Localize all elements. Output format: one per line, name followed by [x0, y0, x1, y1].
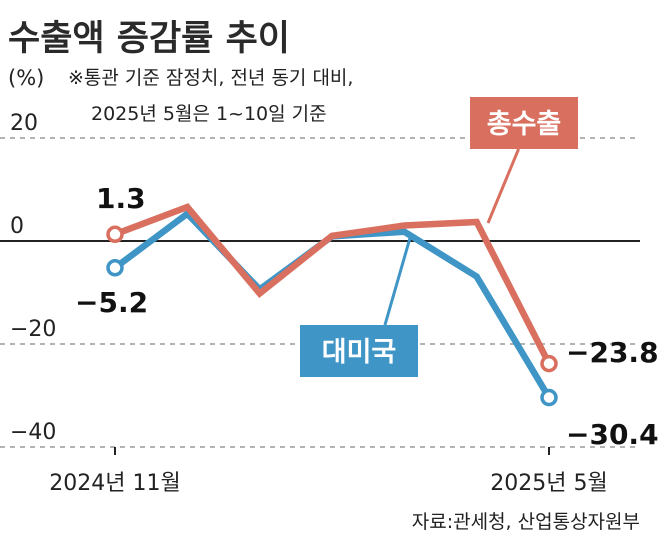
source-note: 자료:관세청, 산업통상자원부: [412, 511, 640, 533]
y-tick-label: 0: [10, 214, 24, 239]
endpoint-marker: [106, 225, 124, 244]
data-label: −5.2: [75, 286, 148, 319]
data-label: −30.4: [566, 418, 658, 451]
legend-total-box: [470, 97, 578, 149]
note-line-2: 2025년 5월은 1~10일 기준: [91, 103, 327, 125]
endpoint-marker: [106, 259, 124, 277]
legend-us-label: 대미국: [322, 337, 397, 368]
data-label: −23.8: [566, 336, 658, 369]
x-tick-label: 2025년 5월: [490, 471, 607, 496]
legend-total-label: 총수출: [487, 109, 562, 140]
y-tick-label: 20: [10, 111, 38, 136]
series-line-total: [113, 203, 552, 366]
note-line-1: ※통관 기준 잠정치, 전년 동기 대비,: [68, 67, 353, 89]
endpoint-marker: [540, 354, 558, 373]
legend-total-leader: [486, 148, 520, 224]
chart-title: 수출액 증감률 추이: [8, 19, 290, 59]
y-unit-label: (%): [8, 66, 44, 90]
data-label: 1.3: [96, 182, 146, 215]
y-tick-label: −40: [10, 420, 56, 445]
endpoint-marker: [540, 388, 558, 407]
legend-us-box: [300, 325, 418, 377]
y-tick-label: −20: [10, 317, 56, 342]
series-layer: [106, 203, 558, 407]
legend-us-leader: [383, 237, 412, 326]
x-tick-label: 2024년 11월: [49, 471, 180, 496]
tick-layer: 20 0 −20 −40 2024년 11월 2025년 5월: [10, 111, 608, 496]
data-label-layer: 1.3 −5.2 −23.8 −30.4: [75, 182, 658, 451]
